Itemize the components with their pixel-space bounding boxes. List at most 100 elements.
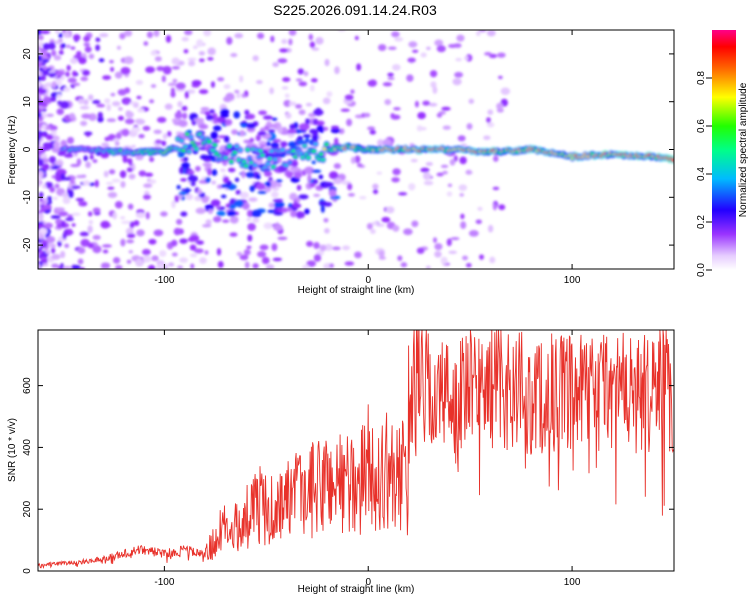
spectral-noise-blob [38,158,44,167]
spectral-noise-blob [38,61,43,68]
spectral-noise-blob [397,255,403,262]
spectral-noise-blob [172,78,178,83]
spectral-noise-blob [164,103,173,110]
spectral-ridge-cell [186,149,192,154]
spectral-noise-blob [340,108,350,112]
spectral-noise-blob [244,261,250,269]
spectral-noise-blob [137,108,145,113]
spectral-noise-blob [212,216,222,223]
spectral-noise-blob [183,49,189,54]
spectral-noise-blob [98,58,105,63]
spectral-noise-blob [272,198,284,203]
spectral-noise-blob [187,175,199,183]
spectral-noise-blob [142,248,151,256]
spectral-noise-blob [112,138,120,143]
spectral-noise-blob [305,118,311,125]
spectral-noise-blob [407,57,416,63]
spectral-noise-blob [285,112,292,119]
spectral-noise-blob [57,151,66,156]
spectral-noise-blob [104,136,110,142]
spectral-noise-blob [240,123,248,128]
spectral-noise-blob [295,197,301,203]
spectral-noise-blob [87,242,95,249]
spectral-noise-blob [195,207,206,214]
spectral-noise-blob [50,129,57,137]
spectral-noise-blob [247,223,256,231]
spectral-noise-blob [62,196,71,205]
spectral-noise-blob [114,71,123,79]
spectral-noise-blob [156,263,165,269]
snr-frame [37,329,675,572]
spectral-noise-blob [271,117,278,122]
spectral-noise-blob [246,217,252,222]
spectral-noise-blob [217,260,224,268]
spectral-noise-blob [372,183,379,190]
spectral-noise-blob [205,155,216,159]
spectral-noise-blob [239,191,250,199]
spectral-noise-blob [347,192,355,197]
spectral-noise-blob [38,111,42,118]
spectral-noise-blob [46,196,53,200]
spectral-noise-blob [63,87,71,92]
spectral-noise-blob [275,179,283,183]
spectral-ridge-cell [306,155,311,160]
snr-xlabel: Height of straight line (km) [298,584,415,595]
spectral-noise-blob [226,210,237,217]
spectral-noise-blob [59,100,70,109]
spectral-noise-blob [465,263,472,268]
spectral-noise-blob [190,253,198,258]
spectral-noise-blob [71,185,81,189]
spectral-noise-blob [289,123,296,130]
spectral-noise-blob [38,81,43,88]
spectral-noise-blob [297,68,304,75]
spectral-noise-blob [42,96,53,105]
spectral-noise-blob [76,158,82,166]
spectral-noise-blob [210,81,216,88]
spectral-noise-blob [149,156,155,163]
spectral-noise-blob [223,135,230,143]
spectral-noise-blob [69,112,76,120]
spectral-noise-blob [477,206,483,211]
spectral-noise-blob [246,209,254,218]
spectral-noise-blob [216,248,222,256]
spectral-noise-blob [298,123,310,131]
spectral-noise-blob [138,170,147,177]
spectral-noise-blob [330,125,340,130]
spectral-noise-blob [382,82,393,87]
spectral-noise-blob [131,144,136,148]
spectral-noise-blob [234,33,244,39]
spectral-noise-blob [449,158,456,166]
spectral-noise-blob [88,219,94,225]
spectral-noise-blob [59,212,69,216]
spectral-noise-blob [255,134,262,142]
spectral-noise-blob [67,228,73,235]
spectral-noise-blob [88,94,94,101]
spectral-noise-blob [198,51,206,56]
spectral-noise-blob [468,230,479,237]
spectral-noise-blob [151,256,159,262]
spectral-noise-blob [180,178,187,182]
spectral-noise-blob [42,184,47,189]
spectral-noise-blob [231,129,238,135]
spectral-noise-blob [220,194,227,199]
spectral-noise-blob [122,155,128,164]
spectral-noise-blob [387,46,397,50]
spectral-noise-blob [229,232,238,237]
spectral-noise-blob [55,207,65,212]
spectral-noise-blob [309,182,316,188]
spectral-noise-blob [429,70,438,78]
spectral-noise-blob [71,264,81,269]
spectral-noise-blob [298,81,308,87]
spectral-noise-blob [55,71,65,76]
spectral-noise-blob [255,80,263,85]
spectral-noise-blob [411,220,419,228]
spectral-noise-blob [227,180,232,186]
spectral-ridge-cell [229,159,234,164]
spectral-noise-blob [125,227,134,236]
spectral-noise-blob [50,215,61,219]
colorbar-tick-label: 0.2 [696,215,707,229]
spectral-noise-blob [453,155,458,162]
spectral-noise-blob [344,261,355,266]
colorbar-tick-label: 0.8 [696,71,707,85]
spectral-noise-blob [187,170,195,175]
